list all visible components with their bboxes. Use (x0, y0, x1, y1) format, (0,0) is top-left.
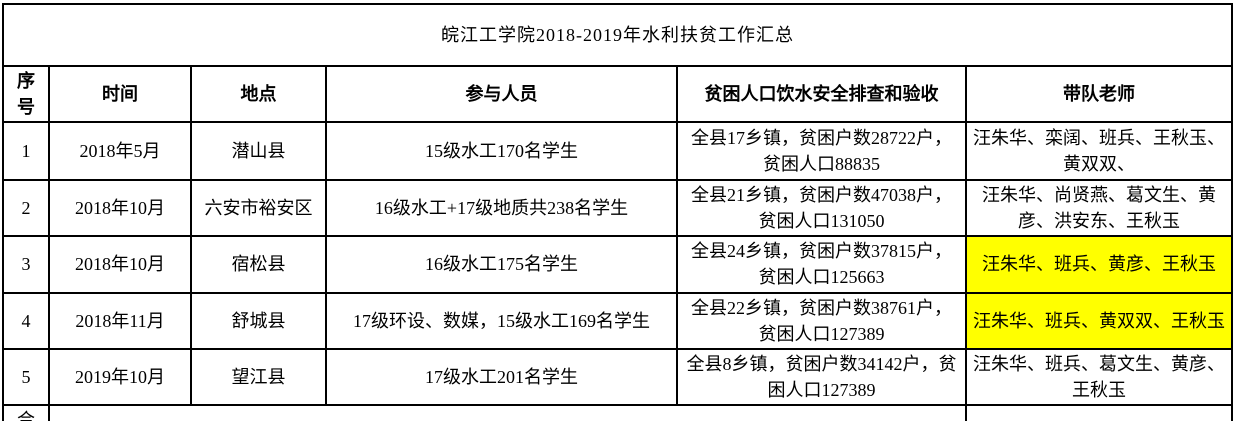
table-row: 2 2018年10月 六安市裕安区 16级水工+17级地质共238名学生 全县2… (2, 179, 1233, 238)
cell-time: 2018年10月 (48, 235, 192, 294)
title-row: 皖江工学院2018-2019年水利扶贫工作汇总 (1, 3, 1233, 67)
cell-teachers: 汪朱华、栾阔、班兵、王秋玉、黄双双、 (964, 121, 1233, 182)
total-summary: 共94乡镇，贫困户数186478户，贫困人口584017 (48, 403, 967, 421)
table-row: 1 2018年5月 潜山县 15级水工170名学生 全县17乡镇，贫困户数287… (2, 121, 1233, 182)
column-header-survey: 贫困人口饮水安全排查和验收 (676, 64, 967, 124)
column-header-participants: 参与人员 (325, 64, 678, 124)
column-header-place: 地点 (190, 64, 327, 124)
cell-participants: 15级水工170名学生 (325, 121, 678, 182)
cell-participants: 17级水工201名学生 (325, 347, 678, 406)
cell-place: 宿松县 (190, 235, 327, 294)
cell-survey: 全县17乡镇，贫困户数28722户，贫困人口88835 (676, 121, 967, 182)
cell-place: 六安市裕安区 (190, 179, 327, 238)
cell-participants: 16级水工+17级地质共238名学生 (325, 179, 678, 238)
cell-teachers: 汪朱华、班兵、黄彦、王秋玉 (964, 235, 1233, 294)
cell-serial: 5 (2, 347, 50, 406)
cell-place: 望江县 (190, 347, 327, 406)
cell-place: 潜山县 (190, 121, 327, 182)
cell-time: 2018年10月 (48, 179, 192, 238)
column-header-time: 时间 (48, 64, 192, 124)
total-row: 合计 共94乡镇，贫困户数186478户，贫困人口584017 (2, 403, 1233, 421)
column-header-serial: 序号 (2, 64, 50, 124)
cell-time: 2019年10月 (48, 347, 192, 406)
column-header-teachers: 带队老师 (964, 64, 1233, 124)
cell-time: 2018年5月 (48, 121, 192, 182)
cell-teachers: 汪朱华、尚贤燕、葛文生、黄彦、洪安东、王秋玉 (964, 179, 1233, 238)
cell-serial: 1 (2, 121, 50, 182)
cell-survey: 全县8乡镇，贫困户数34142户，贫困人口127389 (676, 347, 967, 406)
cell-survey: 全县21乡镇，贫困户数47038户，贫困人口131050 (676, 179, 967, 238)
table-row: 5 2019年10月 望江县 17级水工201名学生 全县8乡镇，贫困户数341… (2, 347, 1233, 406)
cell-participants: 17级环设、数媒，15级水工169名学生 (325, 291, 678, 350)
header-row: 序号 时间 地点 参与人员 贫困人口饮水安全排查和验收 带队老师 (2, 64, 1233, 124)
total-label: 合计 (2, 403, 50, 421)
cell-teachers: 汪朱华、班兵、葛文生、黄彦、王秋玉 (964, 347, 1233, 406)
cell-serial: 4 (2, 291, 50, 350)
cell-survey: 全县22乡镇，贫困户数38761户，贫困人口127389 (676, 291, 967, 350)
cell-survey: 全县24乡镇，贫困户数37815户，贫困人口125663 (676, 235, 967, 294)
cell-serial: 2 (2, 179, 50, 238)
cell-participants: 16级水工175名学生 (325, 235, 678, 294)
table-title: 皖江工学院2018-2019年水利扶贫工作汇总 (1, 3, 1233, 67)
summary-table: 皖江工学院2018-2019年水利扶贫工作汇总 序号 时间 地点 参与人员 贫困… (1, 3, 1233, 421)
cell-serial: 3 (2, 235, 50, 294)
total-teachers (964, 403, 1233, 421)
cell-place: 舒城县 (190, 291, 327, 350)
table-row: 4 2018年11月 舒城县 17级环设、数媒，15级水工169名学生 全县22… (2, 291, 1233, 350)
cell-teachers: 汪朱华、班兵、黄双双、王秋玉 (964, 291, 1233, 350)
cell-time: 2018年11月 (48, 291, 192, 350)
table-row: 3 2018年10月 宿松县 16级水工175名学生 全县24乡镇，贫困户数37… (2, 235, 1233, 294)
